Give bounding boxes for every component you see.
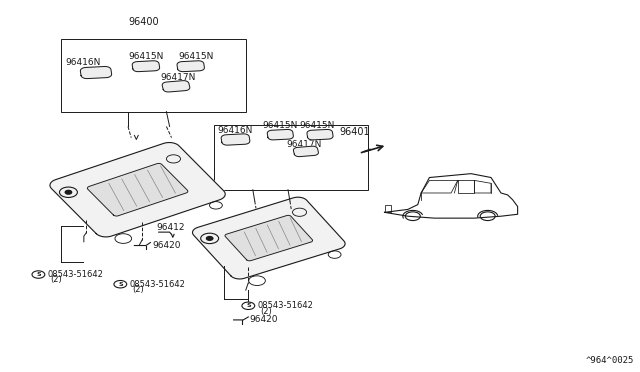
Text: 96412: 96412 [157,223,186,232]
Text: (2): (2) [51,275,62,284]
Text: 96400: 96400 [129,17,159,27]
Polygon shape [193,197,345,279]
Polygon shape [221,134,250,145]
Text: 96420: 96420 [152,241,181,250]
Text: 08543-51642: 08543-51642 [47,270,103,279]
Polygon shape [225,215,312,261]
Circle shape [65,190,72,194]
Text: 08543-51642: 08543-51642 [129,280,185,289]
Polygon shape [162,81,190,92]
Text: 96415N: 96415N [178,52,213,61]
Polygon shape [307,129,333,140]
Polygon shape [88,163,188,216]
Text: ^964^0025: ^964^0025 [585,356,634,365]
Polygon shape [50,142,225,237]
Text: 96420: 96420 [250,315,278,324]
Text: 96417N: 96417N [287,140,322,149]
Text: 96416N: 96416N [218,126,253,135]
Text: 96415N: 96415N [300,121,335,130]
Text: S: S [118,282,123,287]
Text: 08543-51642: 08543-51642 [257,301,313,310]
Circle shape [207,237,213,240]
Text: 96416N: 96416N [65,58,100,67]
Polygon shape [177,61,204,72]
Text: 96417N: 96417N [160,73,195,82]
Polygon shape [81,67,111,78]
Text: 96401: 96401 [339,127,370,137]
Polygon shape [293,146,319,157]
Text: S: S [246,303,251,308]
Polygon shape [132,61,159,72]
Text: 96415N: 96415N [128,52,163,61]
Text: 96415N: 96415N [262,121,298,130]
Text: (2): (2) [260,307,272,316]
Text: (2): (2) [132,285,144,294]
Text: S: S [36,272,41,277]
Polygon shape [268,129,293,140]
